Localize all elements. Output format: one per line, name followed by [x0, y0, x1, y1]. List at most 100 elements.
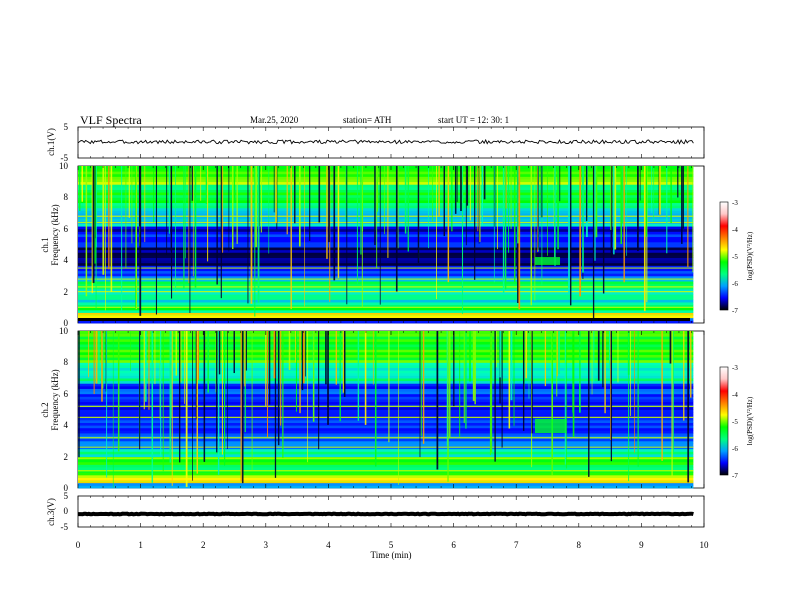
ch1-spectrogram-panel: 0 2 4 6 8 10 ch.1 Frequency (kHz) [40, 161, 705, 328]
spectrogram-row [78, 213, 694, 217]
ch3-waveform-panel: 5 0 -5 ch.3(V) [46, 491, 705, 532]
spectrogram-row [78, 309, 694, 313]
ch2-freq-tick-6: 6 [64, 389, 69, 399]
spectrogram-row [78, 341, 694, 345]
spectrogram-row [78, 414, 694, 418]
ch2-cbar-tick-m4: -4 [732, 391, 738, 399]
spectrogram-row [78, 315, 694, 319]
spectrogram-row [78, 367, 694, 371]
spectrogram-row [78, 231, 694, 235]
ch2-colorbar: -3 -4 -5 -6 -7 log(PSD)(V²/Hz) [719, 364, 754, 480]
spectrogram-row [78, 226, 694, 230]
spectrogram-row [78, 304, 694, 308]
spectrogram-row [78, 207, 694, 211]
spectrogram-row [78, 433, 694, 437]
spectrogram-row [78, 262, 694, 266]
time-tick-9: 9 [639, 540, 644, 550]
time-axis-tick-labels: 0 1 2 3 4 5 6 7 8 9 10 [76, 540, 709, 550]
spectrogram-row [78, 218, 694, 222]
spectrogram-row [78, 482, 694, 486]
spectrogram-row [78, 453, 694, 457]
ch1-frequency-ticks: 0 2 4 6 8 10 [59, 161, 69, 328]
spectrogram-row [78, 181, 694, 185]
ch2-spectrogram-panel: 0 2 4 6 8 10 ch.2 Frequency (kHz) [40, 326, 705, 493]
spectrogram-row [78, 265, 694, 269]
ch1-colorbar: -3 -4 -5 -6 -7 log(PSD)(V²/Hz) [719, 199, 754, 315]
ch2-colorbar-gradient [719, 366, 729, 476]
ch1-freq-tick-4: 4 [64, 255, 69, 265]
time-tick-5: 5 [389, 540, 394, 550]
ch1-spectrogram-image [78, 166, 694, 324]
spectrogram-row [78, 349, 694, 353]
spectrogram-row [78, 362, 694, 366]
spectrogram-row [78, 197, 694, 201]
spectrogram-row [78, 278, 694, 282]
spectrogram-row [78, 346, 694, 350]
spectrogram-row [78, 338, 694, 342]
ch3-ylabel: ch.3(V) [46, 498, 56, 526]
ch2-cbar-tick-m6: -6 [732, 445, 738, 453]
spectrogram-row [78, 472, 694, 476]
spectrogram-row [78, 286, 694, 290]
spectrogram-row [78, 186, 694, 190]
spectrogram-row [78, 485, 694, 489]
ch2-freq-tick-8: 8 [64, 357, 69, 367]
spectrogram-row [78, 244, 694, 248]
ch2-frequency-ticks: 0 2 4 6 8 10 [59, 326, 69, 493]
ch3-ytick-top: 5 [64, 491, 69, 501]
spectrogram-row [78, 210, 694, 214]
spectrogram-row [78, 200, 694, 204]
spectrogram-row [78, 380, 694, 384]
ch1-cbar-tick-m6: -6 [732, 280, 738, 288]
spectrogram-row [78, 443, 694, 447]
spectrogram-emission-patch [534, 418, 567, 434]
time-tick-1: 1 [138, 540, 143, 550]
spectrogram-row [78, 351, 694, 355]
ch1-freq-tick-0: 0 [64, 318, 69, 328]
spectrogram-row [78, 344, 694, 348]
spectrogram-row [78, 254, 694, 258]
spectrogram-row [78, 409, 694, 413]
spectrogram-row [78, 223, 694, 227]
spectrogram-row [78, 291, 694, 295]
ch1-freq-tick-2: 2 [64, 287, 69, 297]
ch2-freq-tick-0: 0 [64, 483, 69, 493]
spectrogram-row [78, 467, 694, 471]
spectrogram-row [78, 247, 694, 251]
spectrogram-row [78, 359, 694, 363]
spectrogram-row [78, 474, 694, 478]
spectrogram-row [78, 296, 694, 300]
time-tick-4: 4 [326, 540, 331, 550]
spectrogram-row [78, 166, 694, 170]
ch3-waveform-line [78, 511, 694, 517]
spectrogram-row [78, 417, 694, 421]
spectrogram-row [78, 393, 694, 397]
spectrogram-row [78, 370, 694, 374]
ch2-ylabel-channel: ch.2 [40, 402, 50, 417]
spectrogram-row [78, 354, 694, 358]
spectrogram-row [78, 168, 694, 172]
time-tick-2: 2 [201, 540, 206, 550]
start-ut-label: start UT = 12: 30: 1 [438, 115, 509, 125]
spectrogram-row [78, 396, 694, 400]
spectrogram-row [78, 461, 694, 465]
spectrogram-row [78, 399, 694, 403]
spectrogram-row [78, 331, 694, 335]
spectrogram-row [78, 302, 694, 306]
ch1-waveform-line [77, 138, 694, 145]
spectrogram-row [78, 459, 694, 463]
figure-title: VLF Spectra [80, 113, 142, 127]
ch1-waveform-panel: 5 -5 ch.1(V) [46, 122, 705, 163]
spectrogram-row [78, 184, 694, 188]
spectrogram-row [78, 401, 694, 405]
time-tick-0: 0 [76, 540, 81, 550]
time-tick-6: 6 [451, 540, 456, 550]
spectrogram-row [78, 391, 694, 395]
ch1-freq-tick-8: 8 [64, 192, 69, 202]
ch1-cbar-tick-m3: -3 [732, 199, 738, 207]
station-label: station= ATH [343, 115, 392, 125]
spectrogram-row [78, 281, 694, 285]
spectrogram-row [78, 312, 694, 316]
spectrogram-row [78, 477, 694, 481]
